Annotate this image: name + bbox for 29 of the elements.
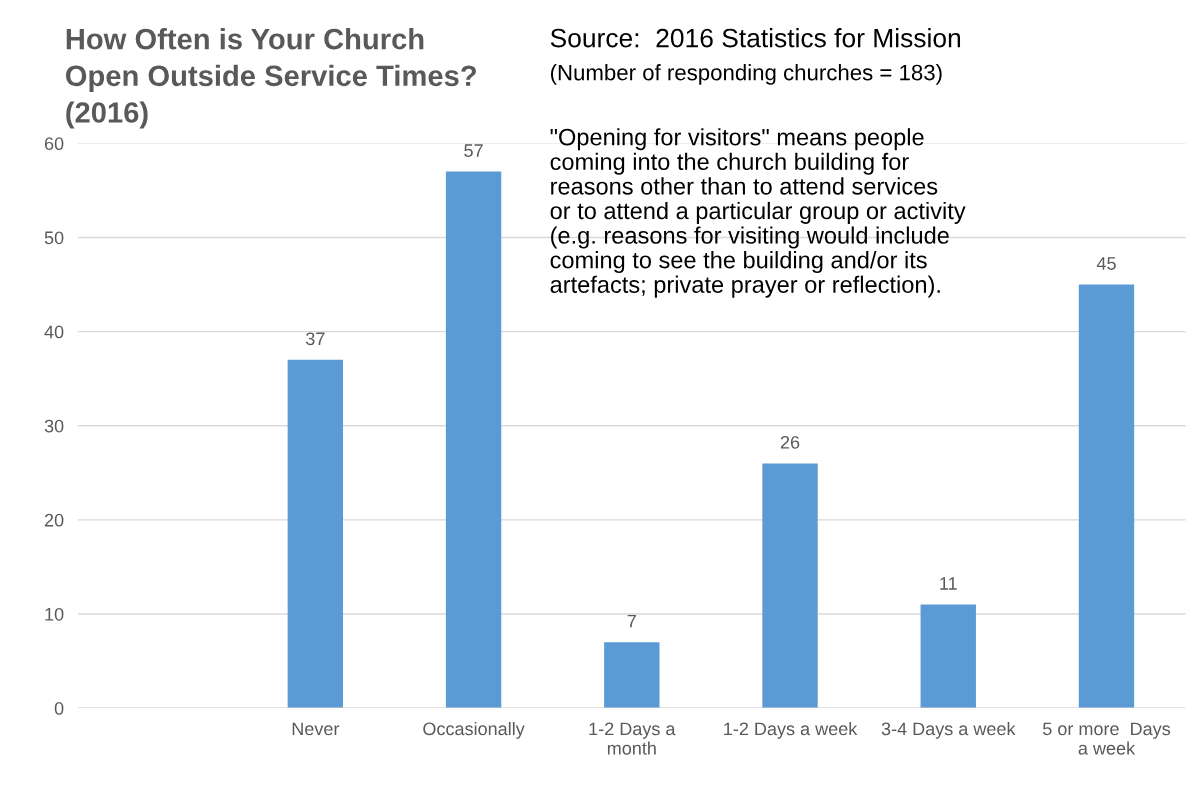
y-tick-label: 30	[44, 419, 64, 433]
x-tick-label: 1-2 Days a month	[589, 722, 676, 755]
bar	[1078, 284, 1135, 709]
y-tick-label: 20	[44, 513, 64, 527]
bar	[604, 642, 660, 709]
text: (Number of responding churches = 183)	[550, 64, 942, 85]
x-tick-label: Never	[292, 722, 340, 736]
y-tick-label: 60	[44, 137, 64, 151]
data-label: 45	[1096, 257, 1116, 270]
x-tick-label: Occasionally	[423, 721, 525, 739]
bar	[920, 604, 976, 709]
x-tick-label: 3-4 Days a week	[881, 721, 1016, 739]
annotation: "Opening for visitors" means people coming into the church building for reasons other than to attend services or to attend a particular group or activity (e.g. reasons for visiting would include coming to see the building and/or its artefacts; private prayer or reflection).	[550, 128, 966, 298]
y-tick-label: 0	[54, 702, 64, 715]
data-label: 57	[464, 144, 483, 157]
x-tick-label: 1-2 Days a week	[724, 721, 858, 739]
data-label: 37	[305, 332, 325, 346]
y-tick-label: 10	[45, 607, 64, 621]
bar	[287, 359, 344, 709]
data-label: 26	[780, 435, 800, 449]
y-tick-label: 40	[44, 325, 64, 339]
source-note: Source: 2016 Statistics for Mission	[550, 28, 961, 48]
bar	[762, 463, 818, 709]
data-label: 7	[627, 614, 636, 628]
x-tick-label: 5 or more Days a week	[1043, 722, 1171, 755]
data-label: 11	[940, 577, 957, 590]
chart-title: How Often is Your Church Open Outside Service Times? (2016)	[66, 28, 476, 129]
y-tick-label: 50	[44, 231, 64, 245]
bar	[445, 171, 502, 709]
